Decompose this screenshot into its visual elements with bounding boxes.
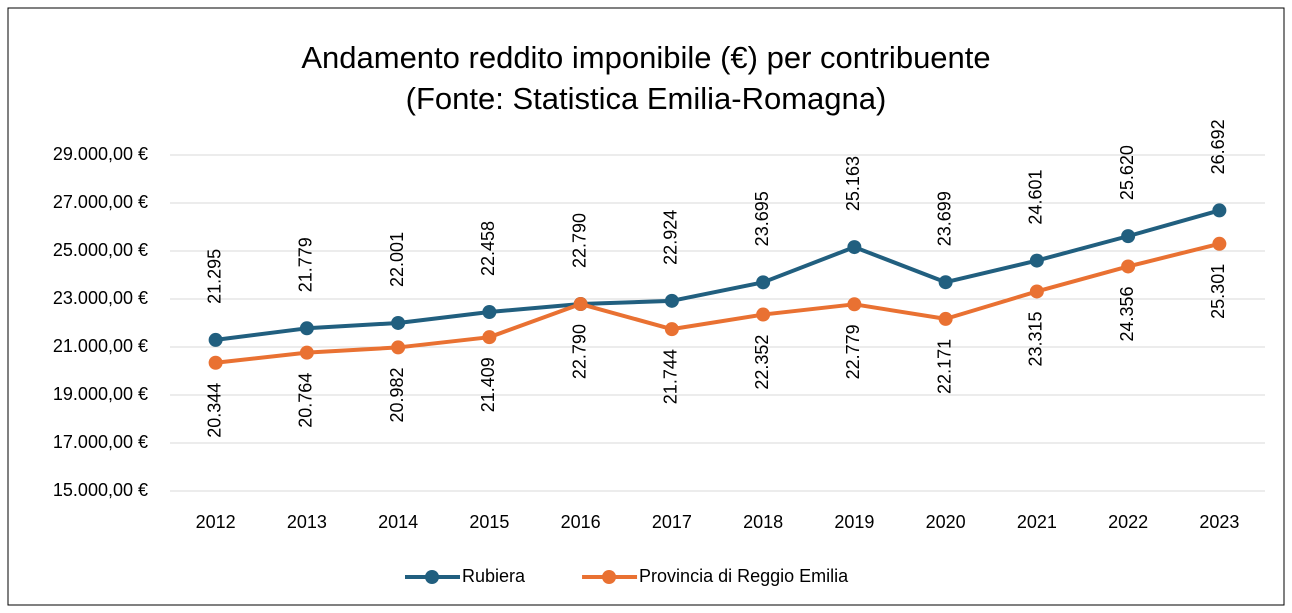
y-tick-label: 23.000,00 € [53, 288, 148, 308]
data-label: 22.790 [569, 213, 589, 268]
x-tick-label: 2016 [561, 512, 601, 532]
y-tick-label: 19.000,00 € [53, 384, 148, 404]
x-tick-label: 2015 [469, 512, 509, 532]
data-label: 25.620 [1117, 145, 1137, 200]
data-point [664, 293, 679, 308]
y-tick-label: 17.000,00 € [53, 432, 148, 452]
data-point [208, 332, 223, 347]
data-label: 22.458 [478, 221, 498, 276]
y-tick-label: 15.000,00 € [53, 480, 148, 500]
data-label: 21.779 [296, 237, 316, 292]
series-line [215, 208, 1220, 342]
x-tick-label: 2017 [652, 512, 692, 532]
data-point [756, 275, 771, 290]
x-tick-label: 2013 [287, 512, 327, 532]
data-label: 25.301 [1208, 264, 1228, 319]
data-point [1212, 203, 1227, 218]
data-label: 23.695 [752, 191, 772, 246]
data-point [1029, 284, 1044, 299]
data-point [664, 322, 679, 337]
x-tick-label: 2019 [834, 512, 874, 532]
data-label: 23.315 [1026, 311, 1046, 366]
data-label: 21.744 [661, 349, 681, 404]
data-label: 22.352 [752, 335, 772, 390]
y-tick-label: 29.000,00 € [53, 144, 148, 164]
data-label: 20.982 [387, 367, 407, 422]
x-tick-label: 2023 [1199, 512, 1239, 532]
chart-title: Andamento reddito imponibile (€) per con… [301, 40, 990, 75]
series-line [215, 241, 1220, 365]
data-label: 24.356 [1117, 286, 1137, 341]
data-label: 20.344 [204, 383, 224, 438]
data-point [482, 305, 497, 320]
data-point [391, 340, 406, 355]
data-label: 22.790 [569, 324, 589, 379]
legend-marker [425, 570, 439, 584]
data-point [573, 297, 588, 312]
legend-marker [602, 570, 617, 584]
data-point [299, 345, 314, 360]
data-label: 22.171 [934, 339, 954, 394]
x-tick-label: 2022 [1108, 512, 1148, 532]
data-point [299, 321, 314, 336]
y-tick-label: 21.000,00 € [53, 336, 148, 356]
legend-label: Rubiera [462, 566, 526, 586]
y-tick-label: 25.000,00 € [53, 240, 148, 260]
data-point [938, 275, 953, 290]
data-label: 26.692 [1208, 119, 1228, 174]
data-label: 23.699 [934, 191, 954, 246]
data-point [1121, 259, 1136, 274]
chart-subtitle: (Fonte: Statistica Emilia-Romagna) [406, 81, 887, 116]
x-tick-label: 2018 [743, 512, 783, 532]
data-label: 22.779 [843, 324, 863, 379]
data-point [482, 330, 497, 345]
chart-border [7, 7, 1285, 606]
data-label: 21.295 [204, 249, 224, 304]
x-tick-label: 2014 [378, 512, 418, 532]
x-tick-label: 2021 [1017, 512, 1057, 532]
data-point [1212, 236, 1227, 251]
data-point [391, 315, 406, 330]
data-point [1121, 229, 1136, 244]
data-label: 22.924 [661, 210, 681, 265]
legend-label: Provincia di Reggio Emilia [639, 566, 849, 586]
data-point [847, 240, 862, 255]
data-label: 20.764 [296, 373, 316, 428]
x-tick-label: 2020 [926, 512, 966, 532]
data-label: 25.163 [843, 156, 863, 211]
data-label: 21.409 [478, 357, 498, 412]
x-tick-label: 2012 [196, 512, 236, 532]
data-label: 22.001 [387, 232, 407, 287]
data-point [208, 355, 223, 370]
data-point [847, 297, 862, 312]
data-point [1029, 253, 1044, 268]
data-point [938, 311, 953, 326]
data-label: 24.601 [1026, 170, 1046, 225]
data-point [756, 307, 771, 322]
y-tick-label: 27.000,00 € [53, 192, 148, 212]
